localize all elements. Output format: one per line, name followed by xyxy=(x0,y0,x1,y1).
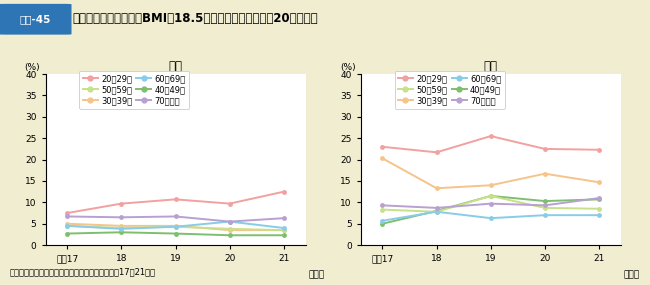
Text: 資料：厧生労働省『国民健康・栄養調査』（平成17～21年）: 資料：厧生労働省『国民健康・栄養調査』（平成17～21年） xyxy=(10,267,156,276)
Text: (%): (%) xyxy=(25,63,40,72)
FancyBboxPatch shape xyxy=(0,4,72,34)
Text: 図表-45: 図表-45 xyxy=(20,14,51,24)
Text: 痩身（低体重）の者（BMI＜18.5）の割合の年次推移（20歳以上）: 痩身（低体重）の者（BMI＜18.5）の割合の年次推移（20歳以上） xyxy=(73,12,318,25)
Legend: 20～29歳, 50～59歳, 30～39歳, 60～69歳, 40～49歳, 70歳以上: 20～29歳, 50～59歳, 30～39歳, 60～69歳, 40～49歳, … xyxy=(79,71,189,109)
Title: 女性: 女性 xyxy=(484,60,498,73)
Title: 男性: 男性 xyxy=(168,60,183,73)
Legend: 20～29歳, 50～59歳, 30～39歳, 60～69歳, 40～49歳, 70歳以上: 20～29歳, 50～59歳, 30～39歳, 60～69歳, 40～49歳, … xyxy=(395,71,504,109)
Text: （年）: （年） xyxy=(308,271,324,280)
Text: （年）: （年） xyxy=(623,271,640,280)
Text: (%): (%) xyxy=(340,63,356,72)
